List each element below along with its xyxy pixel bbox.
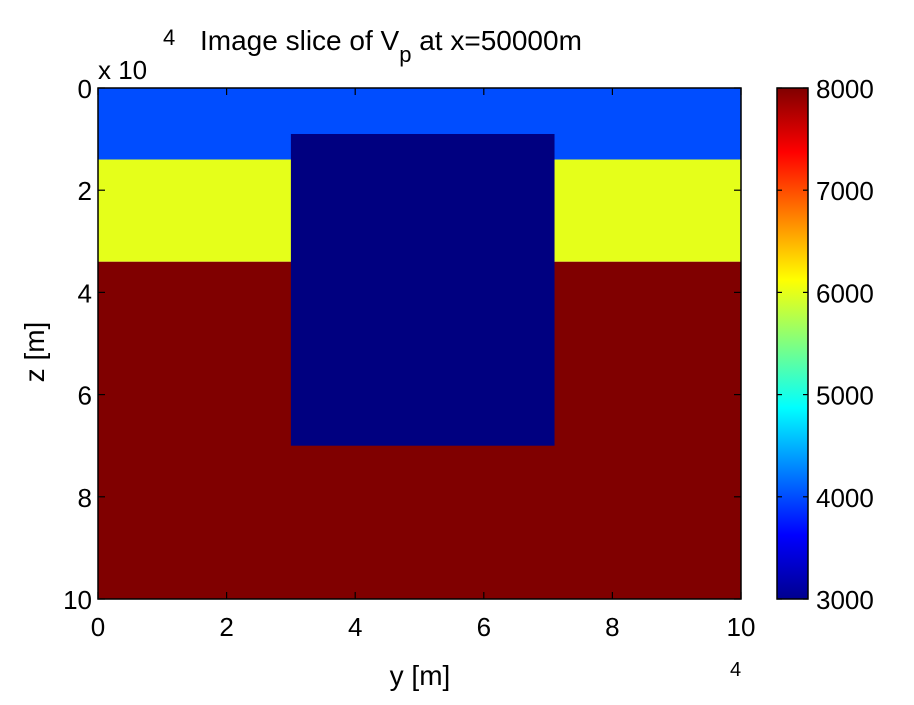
- x-axis: 0 2 4 6 8 10: [91, 88, 756, 642]
- colorbar-tick-label: 8000: [816, 74, 874, 104]
- x-tick-label: 0: [91, 612, 105, 642]
- y-tick-label: 6: [78, 381, 92, 411]
- y-tick-label: 8: [78, 483, 92, 513]
- x-tick-label: 2: [219, 612, 233, 642]
- y-tick-label: 0: [78, 74, 92, 104]
- y-tick-label: 4: [78, 278, 92, 308]
- y-exponent-label: x 10: [98, 55, 147, 85]
- x-exponent-label: 4: [730, 659, 741, 681]
- plot-area: [98, 88, 741, 599]
- x-tick-label: 4: [348, 612, 362, 642]
- y-tick-label: 10: [63, 585, 92, 615]
- x-axis-title: y [m]: [390, 660, 451, 691]
- colorbar-tick-label: 6000: [816, 278, 874, 308]
- y-axis-title: z [m]: [19, 322, 50, 383]
- plot-frame: [97, 87, 742, 600]
- colorbar-tick-label: 5000: [816, 381, 874, 411]
- x-tick-label: 8: [605, 612, 619, 642]
- y-tick-label: 2: [78, 176, 92, 206]
- y-axis: 0 2 4 6 8 10: [63, 74, 741, 615]
- colorbar-tick-label: 7000: [816, 176, 874, 206]
- colorbar-ticks: 3000 4000 5000 6000 7000 8000: [777, 74, 874, 615]
- chart-exponent-title: 4: [163, 25, 175, 50]
- colorbar: [776, 87, 809, 600]
- x-tick-label: 10: [727, 612, 756, 642]
- x-tick-label: 6: [477, 612, 491, 642]
- region-block: [290, 133, 555, 446]
- colorbar-tick-label: 4000: [816, 483, 874, 513]
- chart-title: Image slice of Vp at x=50000m: [200, 25, 582, 67]
- colorbar-tick-label: 3000: [816, 585, 874, 615]
